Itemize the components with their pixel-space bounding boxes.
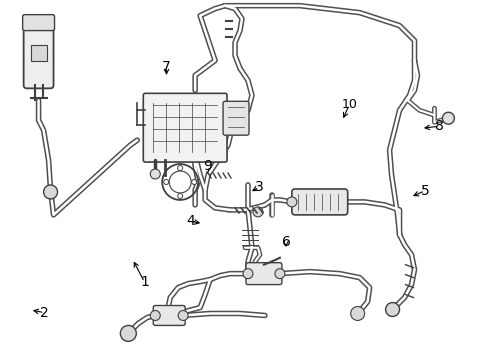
FancyBboxPatch shape bbox=[143, 93, 226, 162]
FancyBboxPatch shape bbox=[31, 45, 46, 62]
Circle shape bbox=[442, 112, 453, 124]
FancyBboxPatch shape bbox=[291, 189, 347, 215]
Circle shape bbox=[350, 306, 364, 320]
Text: 6: 6 bbox=[281, 235, 290, 249]
Text: 10: 10 bbox=[341, 98, 357, 111]
Circle shape bbox=[178, 310, 188, 320]
FancyBboxPatch shape bbox=[22, 15, 55, 31]
FancyBboxPatch shape bbox=[23, 23, 53, 88]
Text: 1: 1 bbox=[140, 275, 149, 289]
FancyBboxPatch shape bbox=[153, 306, 185, 325]
Text: 2: 2 bbox=[40, 306, 49, 320]
Text: 7: 7 bbox=[162, 60, 170, 74]
Text: 4: 4 bbox=[186, 214, 195, 228]
Circle shape bbox=[274, 269, 285, 279]
Circle shape bbox=[243, 269, 252, 279]
Circle shape bbox=[252, 207, 263, 217]
Circle shape bbox=[150, 310, 160, 320]
Circle shape bbox=[177, 166, 183, 171]
Text: 9: 9 bbox=[203, 159, 212, 174]
Circle shape bbox=[385, 302, 399, 316]
Circle shape bbox=[43, 185, 58, 199]
Circle shape bbox=[286, 197, 296, 207]
Circle shape bbox=[120, 325, 136, 341]
Text: 5: 5 bbox=[420, 184, 428, 198]
Text: 3: 3 bbox=[254, 180, 263, 194]
Circle shape bbox=[177, 193, 183, 198]
Text: 8: 8 bbox=[434, 119, 443, 133]
Circle shape bbox=[191, 180, 196, 184]
Circle shape bbox=[163, 180, 168, 184]
FancyBboxPatch shape bbox=[223, 101, 248, 135]
Circle shape bbox=[150, 169, 160, 179]
FancyBboxPatch shape bbox=[245, 263, 281, 285]
